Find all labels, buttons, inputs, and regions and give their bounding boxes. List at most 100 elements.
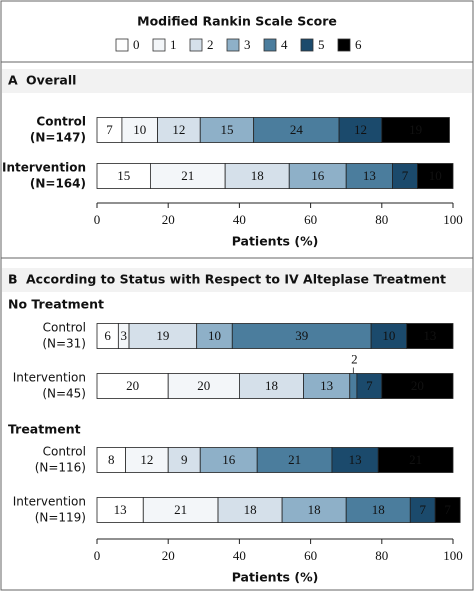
- value-label: 18: [308, 502, 321, 517]
- value-label: 20: [126, 378, 139, 393]
- legend-label: 0: [133, 37, 140, 52]
- value-label: 20: [411, 378, 424, 393]
- value-label: 15: [220, 122, 233, 137]
- bar-segment: [345, 497, 411, 523]
- x-tick-label: 40: [233, 212, 246, 227]
- category-label: Intervention: [13, 495, 86, 509]
- value-label: 13: [114, 502, 127, 517]
- legend-swatch: [226, 38, 240, 52]
- category-note: (N=147): [30, 131, 86, 145]
- bar-segment: [96, 163, 151, 189]
- value-label: 8: [108, 452, 115, 467]
- value-label: 18: [244, 502, 257, 517]
- category-label: Control: [36, 115, 86, 129]
- bar-segment: [303, 373, 351, 399]
- bar-segment: [157, 117, 201, 143]
- bar-segment: [96, 497, 144, 523]
- value-label: 12: [172, 122, 185, 137]
- x-tick-label: 80: [375, 548, 388, 563]
- legend-title: Modified Rankin Scale Score: [137, 14, 337, 29]
- panel-header-bg: [2, 69, 472, 93]
- legend-label: 1: [170, 37, 177, 52]
- value-label: 7: [366, 378, 373, 393]
- legend-label: 3: [244, 37, 251, 52]
- bar-segment: [381, 373, 454, 399]
- value-label: 18: [372, 502, 385, 517]
- value-label: 10: [382, 328, 395, 343]
- bar-segment: [256, 447, 333, 473]
- value-label: 20: [197, 378, 210, 393]
- bar-segment: [238, 373, 304, 399]
- value-label: 9: [181, 452, 188, 467]
- bar-segment: [377, 447, 454, 473]
- value-label: 12: [140, 452, 153, 467]
- category-note: (N=164): [30, 177, 86, 191]
- value-label: 10: [429, 168, 442, 183]
- x-tick-label: 100: [443, 212, 463, 227]
- value-label: 10: [208, 328, 221, 343]
- value-label: 7: [444, 502, 451, 517]
- x-tick-label: 100: [443, 548, 463, 563]
- value-label: 16: [311, 168, 325, 183]
- value-label: 2: [351, 351, 358, 366]
- legend-swatch: [263, 38, 277, 52]
- value-label: 21: [174, 502, 187, 517]
- legend-label: 5: [318, 37, 325, 52]
- bar-segment: [349, 373, 358, 399]
- value-label: 18: [251, 168, 264, 183]
- value-label: 7: [106, 122, 113, 137]
- legend-label: 6: [355, 37, 362, 52]
- bar-segment: [406, 323, 454, 349]
- panel-title: Overall: [26, 73, 76, 88]
- value-label: 7: [419, 502, 426, 517]
- bar-segment: [121, 117, 158, 143]
- panel-header-bg: [2, 268, 472, 292]
- bar-segment: [331, 447, 379, 473]
- bar-segment: [149, 163, 226, 189]
- x-tick-label: 60: [304, 212, 317, 227]
- legend-swatch: [115, 38, 129, 52]
- value-label: 3: [120, 328, 127, 343]
- category-label: Intervention: [2, 161, 86, 175]
- legend-swatch: [300, 38, 314, 52]
- x-tick-label: 80: [375, 212, 388, 227]
- bar-segment: [416, 163, 454, 189]
- bar-segment: [231, 323, 372, 349]
- bar-segment: [224, 163, 290, 189]
- category-note: (N=119): [35, 511, 86, 525]
- category-label: Control: [43, 445, 86, 459]
- x-tick-label: 0: [94, 212, 101, 227]
- bar-segment: [338, 117, 383, 143]
- bar-segment: [288, 163, 347, 189]
- legend-swatch: [337, 38, 351, 52]
- value-label: 7: [402, 168, 409, 183]
- value-label: 21: [409, 452, 422, 467]
- value-label: 13: [320, 378, 333, 393]
- legend-swatch: [152, 38, 166, 52]
- value-label: 39: [295, 328, 308, 343]
- x-tick-label: 20: [162, 212, 175, 227]
- bar-segment: [196, 323, 233, 349]
- value-label: 15: [117, 168, 130, 183]
- category-note: (N=31): [42, 337, 86, 351]
- value-label: 21: [181, 168, 194, 183]
- value-label: 19: [156, 328, 169, 343]
- value-label: 19: [409, 122, 422, 137]
- bar-segment: [381, 117, 450, 143]
- value-label: 13: [363, 168, 376, 183]
- legend-label: 2: [207, 37, 214, 52]
- category-note: (N=116): [35, 461, 86, 475]
- panel-letter: B: [8, 272, 18, 287]
- panel-letter: A: [8, 73, 18, 88]
- bar-segment: [392, 163, 418, 189]
- x-tick-label: 60: [304, 548, 317, 563]
- value-label: 13: [349, 452, 362, 467]
- bar-segment: [125, 447, 169, 473]
- bar-segment: [96, 373, 169, 399]
- x-tick-label: 20: [162, 548, 175, 563]
- value-label: 24: [290, 122, 304, 137]
- value-label: 10: [133, 122, 146, 137]
